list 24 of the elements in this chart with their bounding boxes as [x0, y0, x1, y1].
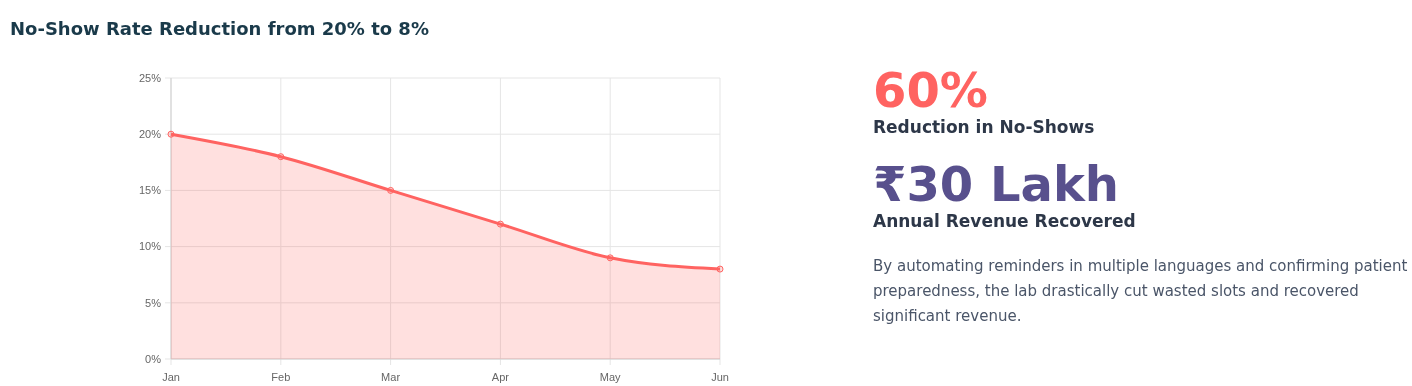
- point: [496, 220, 504, 228]
- x-tick-label: May: [599, 371, 622, 383]
- text: ₹30 Lakh: [873, 156, 1120, 212]
- y-tick-label: 10%: [138, 240, 162, 253]
- text: Annual Revenue Recovered: [873, 210, 1137, 232]
- y-tick-label: 25%: [138, 71, 162, 84]
- x-tick-label: Jan: [162, 371, 180, 383]
- y-tick-label: 15%: [138, 184, 162, 197]
- text: By automating reminders in multiple languages and confirming patient preparedness, the lab drastically cut wasted slots and recovered significant revenue.: [873, 256, 1408, 327]
- point: [716, 265, 724, 273]
- y-tick-label: 5%: [145, 296, 162, 309]
- text: 60%: [873, 62, 989, 118]
- x-tick-label: Jun: [711, 371, 729, 383]
- point: [167, 130, 175, 138]
- x-tick-label: Apr: [491, 371, 510, 383]
- text: Reduction in No-Shows: [873, 116, 1096, 138]
- x-tick-label: Feb: [271, 371, 291, 383]
- point: [387, 186, 395, 194]
- x-tick-label: Mar: [381, 371, 401, 383]
- point: [277, 153, 285, 161]
- chart-title: No-Show Rate Reduction from 20% to 8%: [10, 18, 429, 39]
- point: [606, 254, 614, 262]
- y-tick-label: 0%: [145, 352, 162, 365]
- y-tick-label: 20%: [138, 128, 162, 141]
